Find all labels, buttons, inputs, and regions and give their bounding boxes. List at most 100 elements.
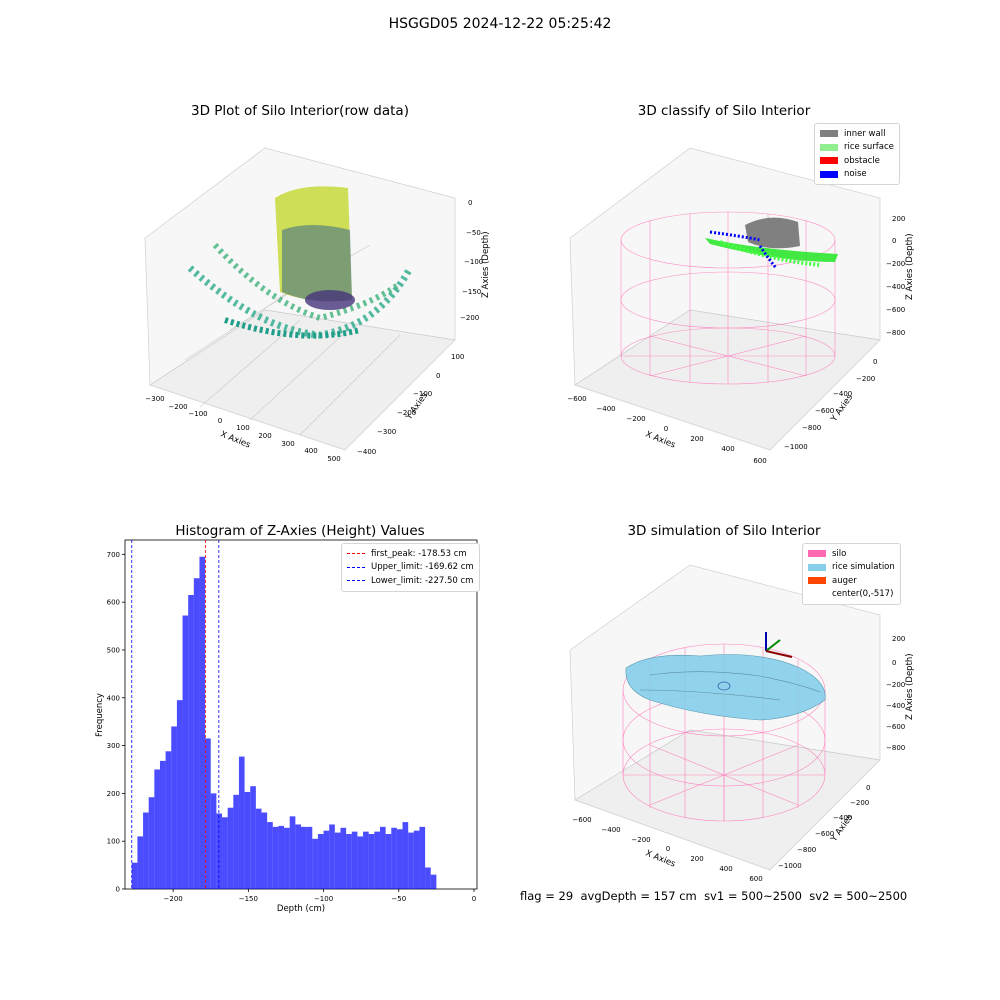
histogram-bar [131, 862, 138, 889]
legend-entry: rice simulation [808, 561, 895, 575]
histogram-bar [199, 556, 206, 889]
legend-entry: silo [808, 547, 895, 561]
legend-line [347, 566, 365, 568]
legend-label: silo [832, 548, 847, 559]
histogram-bar [289, 816, 296, 889]
histogram-bar [267, 822, 273, 889]
histogram-bar [396, 829, 403, 889]
histogram-bar [306, 826, 313, 889]
histogram-bar [323, 830, 330, 889]
legend-entry: Lower_limit: -227.50 cm [347, 574, 474, 588]
histogram-bar [210, 793, 217, 889]
legend-swatch [820, 157, 838, 165]
histogram-bar [379, 826, 386, 889]
histogram-bar [357, 836, 364, 889]
raw-plot-title: 3D Plot of Silo Interior(row data) [191, 103, 409, 119]
legend-label: obstacle [844, 155, 880, 166]
status-footer: flag = 29 avgDepth = 157 cm sv1 = 500~25… [520, 889, 907, 903]
histogram-bar [408, 832, 414, 889]
histogram-bar [244, 791, 251, 889]
histogram-bar [284, 827, 290, 889]
histogram-title: Histogram of Z-Axies (Height) Values [175, 523, 425, 539]
x-tick-label: 0 [472, 895, 476, 903]
legend-line [347, 580, 365, 582]
histogram-bar [165, 751, 172, 889]
histogram-bar [171, 726, 177, 889]
legend-swatch [820, 170, 838, 178]
histogram-x-ticks: −200 −150 −100 −50 0 [164, 889, 476, 903]
x-tick-label: −150 [239, 895, 258, 903]
histogram-bar [301, 826, 307, 889]
histogram-bar [193, 578, 200, 889]
histogram-xlabel: Depth (cm) [277, 904, 325, 914]
histogram-bar [238, 756, 245, 889]
histogram-bars [131, 556, 437, 889]
simulation-plot-title: 3D simulation of Silo Interior [627, 523, 821, 539]
y-tick-label: 100 [107, 838, 120, 846]
histogram-bar [346, 834, 352, 889]
x-tick-label: −100 [314, 895, 333, 903]
legend-swatch [808, 591, 826, 598]
histogram-bar [368, 834, 375, 889]
y-tick-label: 300 [107, 742, 120, 750]
legend-entry: obstacle [820, 154, 894, 168]
simulation-legend: silo rice simulation auger center(0,-517… [802, 543, 901, 605]
sv2-value: sv2 = 500~2500 [809, 889, 908, 903]
histogram-bar [222, 817, 228, 889]
histogram-bar [334, 832, 341, 889]
legend-line [347, 553, 365, 555]
histogram-bar [154, 769, 160, 889]
histogram-ylabel: Frequency [95, 693, 105, 737]
histogram-y-ticks: 0 100 200 300 400 500 600 700 [107, 551, 125, 894]
histogram-bar [312, 838, 318, 889]
figure-title: HSGGD05 2024-12-22 05:25:42 [388, 16, 612, 32]
histogram-bar [148, 797, 155, 889]
histogram-bar [272, 826, 279, 889]
histogram-reference-lines [131, 540, 220, 889]
legend-label: Lower_limit: -227.50 cm [371, 575, 474, 586]
y-tick-label: 700 [107, 551, 120, 559]
avg-depth-value: avgDepth = 157 cm [580, 889, 697, 903]
histogram-bar [363, 831, 369, 889]
histogram-bar [402, 822, 409, 889]
histogram-bar [385, 834, 392, 889]
histogram-bar [261, 812, 268, 889]
legend-swatch [820, 130, 838, 138]
histogram-bar [419, 826, 426, 889]
histogram-bar [255, 808, 262, 889]
y-tick-label: 0 [116, 886, 120, 894]
histogram-bar [391, 827, 397, 889]
histogram-bar [329, 824, 335, 889]
x-tick-label: −200 [164, 895, 183, 903]
histogram-bar [205, 738, 211, 889]
histogram-bar [227, 807, 234, 889]
histogram-bar [340, 827, 347, 889]
legend-swatch [808, 563, 826, 571]
histogram-bar [425, 867, 431, 889]
legend-entry: Upper_limit: -169.62 cm [347, 561, 474, 575]
legend-label: rice surface [844, 142, 894, 153]
x-tick-label: −50 [391, 895, 406, 903]
histogram-bar [295, 824, 301, 889]
y-tick-label: 600 [107, 599, 120, 607]
legend-swatch [808, 550, 826, 558]
legend-label: noise [844, 169, 867, 180]
legend-label: inner wall [844, 128, 886, 139]
histogram-bar [413, 830, 420, 889]
histogram-bar [137, 836, 144, 889]
legend-entry: rice surface [820, 141, 894, 155]
legend-label: rice simulation [832, 562, 895, 573]
histogram-bar [430, 874, 437, 889]
legend-label: first_peak: -178.53 cm [371, 548, 467, 559]
legend-entry: first_peak: -178.53 cm [347, 547, 474, 561]
histogram-bar [278, 825, 285, 889]
y-tick-label: 200 [107, 790, 120, 798]
legend-entry: inner wall [820, 127, 894, 141]
legend-label: center(0,-517) [832, 589, 894, 600]
legend-label: auger [832, 575, 857, 586]
classify-plot-title: 3D classify of Silo Interior [637, 103, 811, 119]
histogram-bar [143, 812, 149, 889]
flag-value: flag = 29 [520, 889, 574, 903]
histogram-legend: first_peak: -178.53 cm Upper_limit: -169… [341, 543, 480, 592]
